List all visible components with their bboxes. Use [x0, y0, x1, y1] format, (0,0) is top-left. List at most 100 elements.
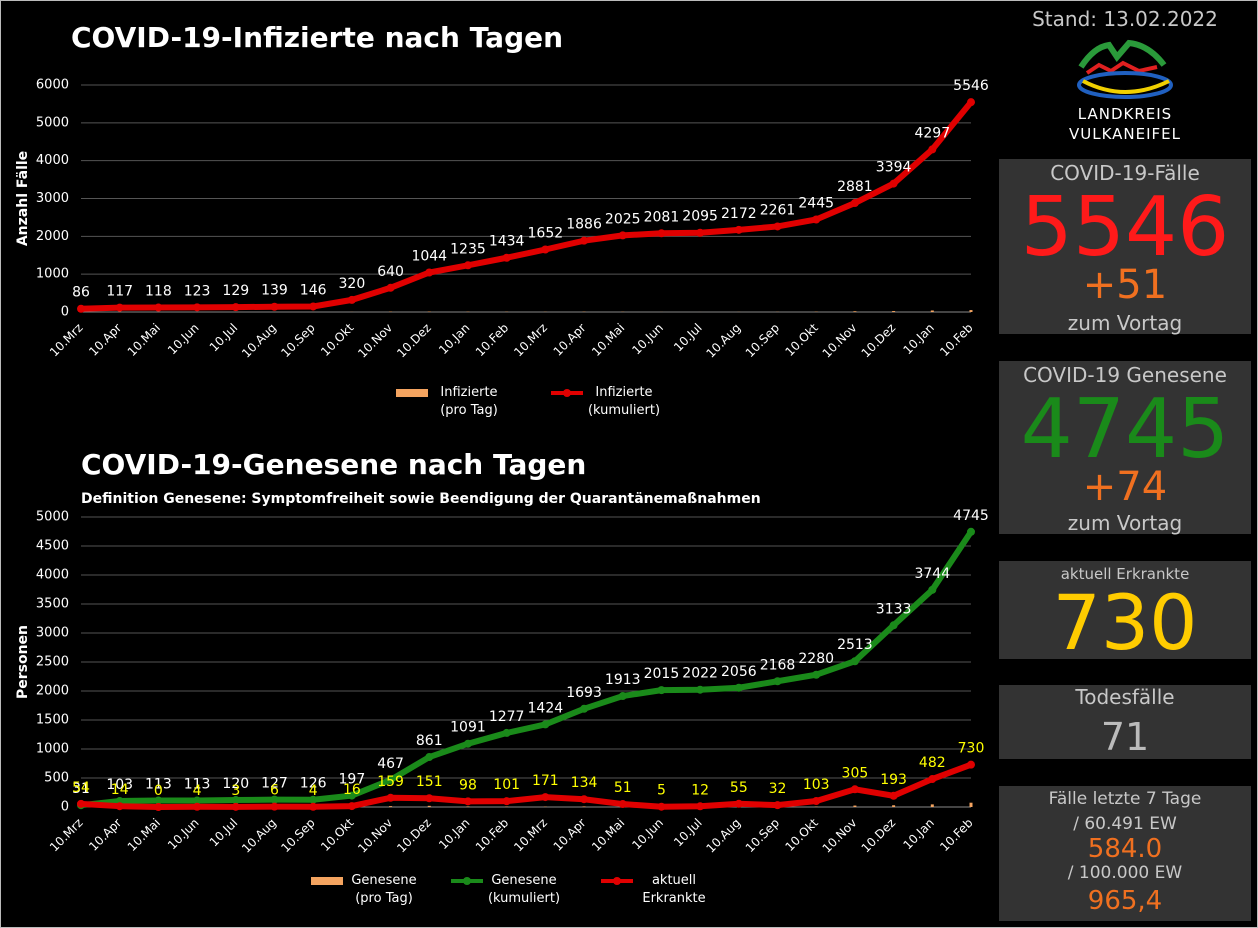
data-label: 4745 [953, 508, 989, 524]
x-tick-label: 10.Apr [551, 816, 589, 854]
point [463, 739, 472, 748]
bar [930, 310, 934, 312]
point [850, 657, 859, 666]
inzidenz-panel: Fälle letzte 7 Tage / 60.491 EW 584.0 / … [999, 786, 1251, 921]
point [154, 803, 163, 811]
panel-value: 965,4 [1087, 886, 1163, 916]
data-label: 482 [919, 755, 946, 771]
point [425, 794, 434, 803]
y-tick-label: 0 [61, 800, 69, 815]
bar [853, 805, 857, 807]
point [154, 796, 163, 805]
x-tick-label: 10.Aug [703, 816, 743, 856]
panel-title: COVID-19-Fälle [1050, 161, 1200, 185]
data-label: 4 [193, 783, 202, 799]
data-label: 1886 [566, 217, 602, 233]
data-label: 120 [222, 776, 249, 792]
data-label: 2022 [682, 666, 718, 682]
data-label: 2261 [760, 202, 796, 218]
x-tick-label: 10.Apr [86, 816, 124, 854]
data-label: 171 [532, 773, 559, 789]
point [270, 802, 279, 811]
point [270, 302, 279, 311]
bar [466, 806, 470, 807]
data-label: 467 [377, 756, 404, 772]
data-label: 1091 [450, 720, 486, 736]
data-label: 129 [222, 283, 249, 299]
point [231, 802, 240, 811]
data-label: 193 [880, 772, 907, 788]
point [502, 253, 511, 262]
x-tick-label: 10.Okt [318, 815, 357, 854]
x-tick-label: 10.Dez [394, 321, 434, 361]
y-tick-label: 3500 [36, 597, 69, 612]
data-label: 127 [261, 776, 288, 792]
point [115, 303, 124, 312]
chart-title: COVID-19-Infizierte nach Tagen [71, 21, 563, 54]
panel-value: 5546 [1020, 180, 1230, 275]
data-label: 1044 [411, 249, 447, 265]
x-tick-label: 10.Mai [589, 816, 627, 854]
data-label: 123 [184, 283, 211, 299]
data-label: 2513 [837, 637, 873, 653]
point [231, 796, 240, 805]
point [193, 303, 202, 312]
x-tick-label: 10.Dez [859, 321, 899, 361]
legend-entry: Infizierte (kumuliert) [587, 385, 661, 418]
x-tick-label: 10.Okt [318, 320, 357, 359]
point [425, 753, 434, 762]
point [967, 760, 975, 769]
x-tick-label: 10.Jun [629, 321, 666, 358]
point [696, 228, 705, 237]
data-label: 117 [106, 284, 133, 300]
data-label: 103 [803, 777, 830, 793]
data-label: 159 [377, 774, 404, 790]
data-label: 640 [377, 264, 404, 280]
panel-value: 584.0 [1087, 834, 1163, 864]
x-tick-label: 10.Jul [207, 321, 241, 355]
legend-entry: Infizierte (pro Tag) [440, 385, 498, 418]
point [928, 145, 937, 154]
data-label: 861 [416, 733, 443, 749]
y-tick-label: 5000 [36, 510, 69, 525]
point [657, 229, 666, 238]
logo-panel: Stand: 13.02.2022 LANDKREIS VULKANEIFEL [999, 1, 1251, 156]
point [347, 791, 356, 800]
faelle-panel: COVID-19-Fälle 5546 +51 zum Vortag [999, 159, 1251, 335]
chart-subtitle: Definition Genesene: Symptomfreiheit sow… [81, 491, 761, 507]
point [580, 795, 589, 804]
x-tick-label: 10.Sep [743, 321, 782, 360]
data-label: 2445 [798, 195, 834, 211]
data-label: 320 [339, 276, 366, 292]
y-tick-label: 4000 [36, 568, 69, 583]
point [812, 797, 821, 806]
data-label: 0 [154, 783, 163, 799]
bar [427, 805, 431, 807]
x-tick-label: 10.Nov [820, 321, 860, 361]
point [657, 686, 666, 695]
point [889, 179, 898, 188]
point [618, 231, 627, 240]
x-tick-label: 10.Feb [473, 816, 511, 854]
y-tick-label: 6000 [36, 78, 69, 93]
y-tick-label: 3000 [36, 626, 69, 641]
chart-title: COVID-19-Genesene nach Tagen [81, 448, 586, 481]
legend-marker [463, 877, 471, 885]
x-tick-label: 10.Jul [671, 816, 705, 850]
x-tick-label: 10.Jan [436, 321, 472, 357]
point [77, 799, 85, 808]
point [154, 303, 163, 312]
data-label: 16 [343, 782, 361, 798]
x-tick-label: 10.Mai [589, 321, 627, 359]
bar [892, 311, 896, 312]
point [386, 283, 395, 292]
data-label: 118 [145, 284, 172, 300]
point [541, 245, 550, 254]
point [541, 793, 550, 802]
x-tick-label: 10.Okt [782, 815, 821, 854]
panel-note: zum Vortag [1067, 511, 1183, 535]
data-label: 151 [416, 774, 443, 790]
data-label: 3744 [914, 566, 950, 582]
data-label: 98 [459, 777, 477, 793]
data-label: 4 [309, 783, 318, 799]
